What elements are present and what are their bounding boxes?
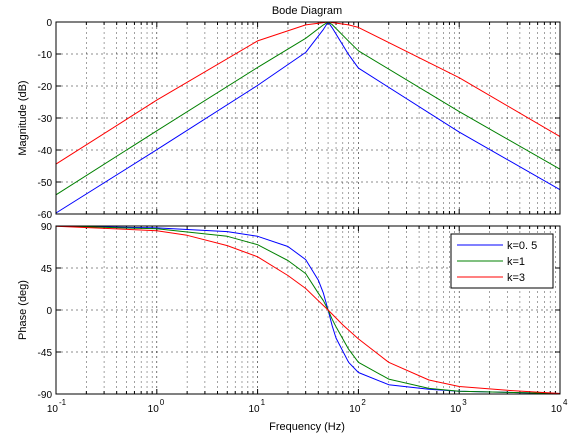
x-tick-label-exponent: 0	[160, 398, 165, 407]
magnitude-y-label: Magnitude (dB)	[17, 80, 29, 155]
y-tick-label: -10	[38, 50, 53, 61]
legend: k=0. 5 k=1 k=3	[450, 233, 554, 289]
chart-title: Bode Diagram	[272, 5, 342, 17]
y-tick-label: -90	[38, 390, 53, 401]
x-tick-label-exponent: 2	[361, 398, 366, 407]
legend-label-k1: k=1	[507, 256, 525, 268]
x-tick-label-base: 10	[248, 404, 260, 415]
y-tick-label: -45	[38, 348, 53, 359]
x-tick-label-base: 10	[450, 404, 462, 415]
x-tick-label-base: 10	[551, 404, 563, 415]
x-axis-label: Frequency (Hz)	[269, 421, 345, 433]
y-tick-label: 90	[41, 222, 53, 233]
phase-y-ticks: 90 45 0 -45 -90	[38, 222, 53, 401]
x-tick-label-base: 10	[47, 404, 59, 415]
y-tick-label: -30	[38, 114, 53, 125]
legend-label-k0.5: k=0. 5	[507, 240, 537, 252]
y-tick-label: 0	[46, 18, 52, 29]
phase-axes-frame	[55, 225, 561, 395]
y-tick-label: -50	[38, 178, 53, 189]
y-tick-label: -40	[38, 146, 53, 157]
x-tick-label-exponent: -1	[59, 398, 67, 407]
y-tick-label: -60	[38, 210, 53, 221]
legend-label-k3: k=3	[507, 272, 525, 284]
y-tick-label: -20	[38, 82, 53, 93]
phase-series	[55, 225, 561, 394]
phase-y-label: Phase (deg)	[17, 280, 29, 340]
x-tick-label-exponent: 1	[261, 398, 266, 407]
y-tick-label: 0	[46, 306, 52, 317]
x-tick-label-base: 10	[148, 404, 160, 415]
phase-line-k=3	[55, 225, 561, 394]
x-tick-label-base: 10	[349, 404, 361, 415]
magnitude-axes-frame	[55, 21, 561, 215]
x-tick-label-exponent: 4	[563, 398, 568, 407]
y-tick-label: 45	[41, 264, 53, 275]
magnitude-y-ticks: 0 -10 -20 -30 -40 -50 -60	[38, 18, 53, 221]
x-tick-label-exponent: 3	[462, 398, 467, 407]
